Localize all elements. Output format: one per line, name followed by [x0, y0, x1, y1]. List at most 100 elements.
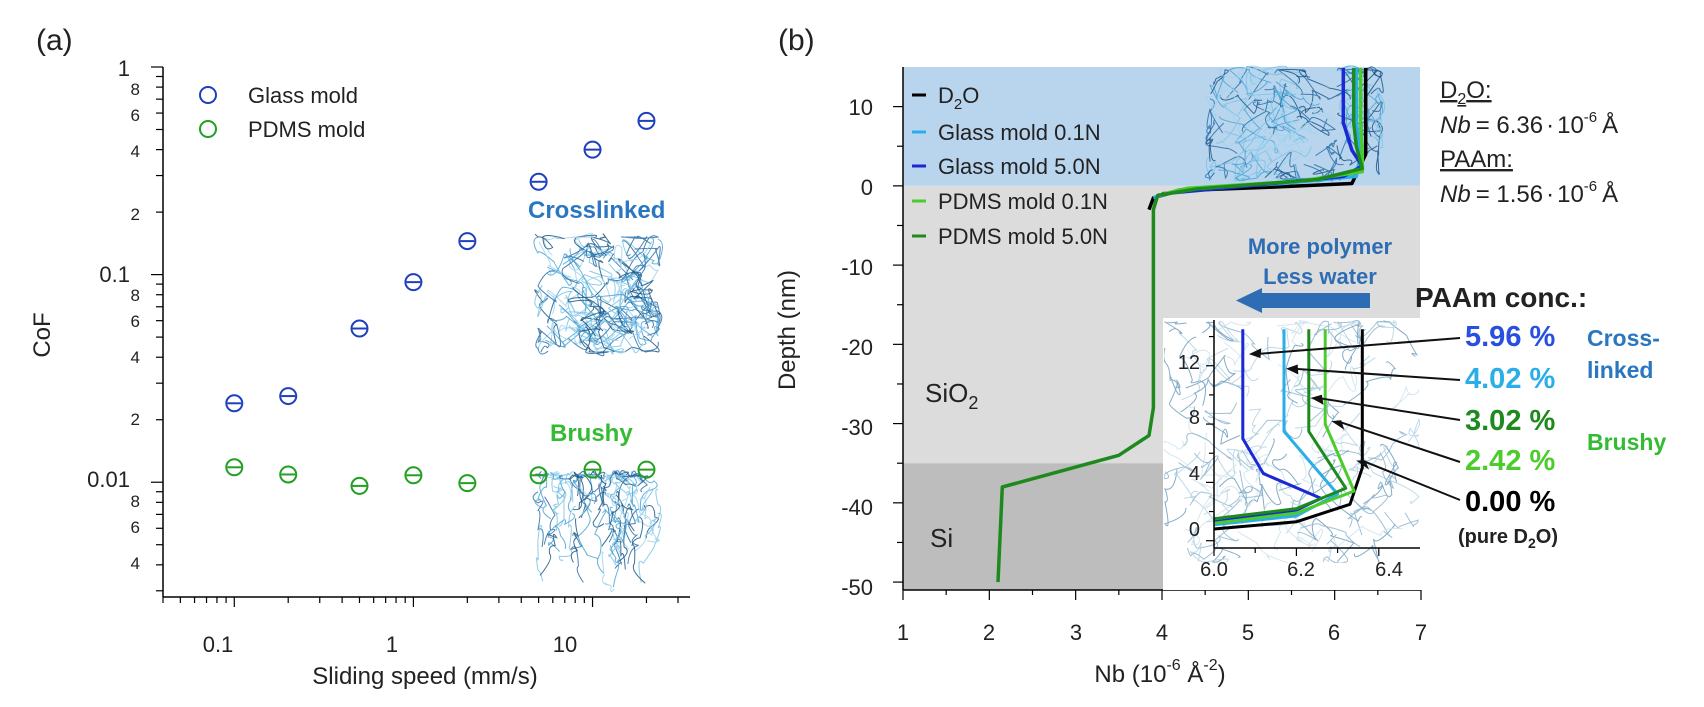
polymer-chain: [578, 332, 627, 350]
polymer-chain: [634, 295, 653, 346]
b-y-tick-label: -10: [841, 255, 873, 280]
polymer-chain: [1219, 94, 1263, 114]
polymer-chain: [1222, 103, 1267, 151]
sio2-region-label: SiO2: [925, 378, 978, 413]
b-y-tick-labels: 10 0 -10 -20 -30 -40 -50: [841, 95, 873, 600]
polymer-chain: [1202, 416, 1240, 445]
polymer-chain: [580, 306, 635, 332]
polymer-chain: [1335, 486, 1393, 538]
polymer-chain: [613, 498, 631, 550]
polymer-chain: [614, 500, 635, 532]
pointer-arrow-head: [1331, 420, 1345, 430]
polymer-chain: [615, 494, 628, 563]
polymer-chain: [608, 524, 621, 556]
a-y-tick-label: 1: [118, 56, 130, 81]
polymer-chain: [1293, 369, 1321, 400]
water-region: [903, 67, 1420, 186]
panel-a-ticks: [151, 66, 679, 607]
data-point-pdms: [279, 465, 298, 484]
inset-line-pdms01: [1213, 329, 1356, 525]
polymer-chain: [574, 234, 604, 282]
polymer-chain: [594, 509, 607, 574]
polymer-chain: [600, 485, 615, 543]
polymer-chain: [534, 233, 565, 250]
polymer-chain: [634, 519, 653, 552]
data-point-glass: [583, 140, 602, 159]
inset-x-tick-label: 6.2: [1287, 559, 1315, 581]
panel-b-label: (b): [778, 24, 815, 57]
polymer-chain: [1193, 452, 1219, 480]
polymer-chain: [1236, 151, 1263, 179]
polymer-chain: [1177, 332, 1201, 401]
legend-label-pdms01: PDMS mold 0.1N: [938, 189, 1108, 214]
polymer-chain: [550, 304, 591, 336]
polymer-chain: [546, 289, 587, 315]
polymer-chain: [570, 518, 579, 563]
pointer-arrow-head: [1356, 460, 1370, 470]
data-point-pdms: [225, 458, 244, 477]
a-y-tick-label: 0.1: [99, 262, 130, 287]
polymer-chain: [638, 512, 662, 583]
polymer-chain: [1226, 424, 1281, 471]
polymer-chain: [599, 305, 651, 323]
polymer-chain: [1330, 412, 1361, 447]
polymer-chain: [573, 470, 586, 511]
polymer-chain: [1164, 347, 1181, 396]
more-polymer-arrow: More polymer Less water: [1236, 234, 1393, 313]
polymer-chain: [597, 299, 659, 352]
polymer-chain: [638, 288, 659, 324]
polymer-chain: [1407, 418, 1420, 449]
polymer-chain: [1218, 321, 1271, 361]
b-y-tick-label: -30: [841, 415, 873, 440]
polymer-chain: [585, 275, 636, 303]
polymer-chain: [618, 470, 637, 500]
polymer-chain: [615, 471, 637, 487]
polymer-chain: [1237, 165, 1262, 181]
polymer-chain: [1285, 342, 1304, 404]
conc-label-5.96: 5.96 %: [1465, 321, 1555, 353]
polymer-chain: [628, 319, 649, 340]
polymer-chain: [578, 239, 613, 278]
a-y-minor-label: 4: [131, 554, 140, 573]
polymer-chain: [1336, 145, 1378, 166]
polymer-chain: [537, 270, 558, 324]
polymer-chain: [578, 474, 593, 510]
brushy-annotation: Brushy: [550, 420, 633, 447]
d2o-info-label: D2O:: [1440, 77, 1492, 108]
polymer-chain: [624, 235, 660, 277]
polymer-chain: [1343, 361, 1397, 406]
polymer-chain: [572, 287, 608, 337]
polymer-chain: [537, 323, 580, 351]
polymer-chain: [619, 290, 659, 337]
a-legend: Glass mold PDMS mold: [199, 83, 365, 142]
crosslinked-network-image: [533, 232, 663, 357]
polymer-chain: [1179, 336, 1206, 406]
polymer-chain: [1303, 360, 1333, 394]
polymer-chain: [1239, 470, 1264, 498]
polymer-chain: [616, 258, 642, 279]
b-x-tick-labels: 1 2 3 4 5 6 7: [897, 620, 1427, 645]
polymer-chain: [639, 486, 655, 531]
polymer-chain: [614, 474, 634, 508]
conc-label-3.02: 3.02 %: [1465, 405, 1555, 437]
pointer-arrow-line: [1254, 337, 1461, 356]
polymer-chain: [624, 503, 636, 544]
polymer-chain: [608, 279, 659, 320]
pointer-arrow-head: [1286, 364, 1299, 375]
polymer-chain: [564, 471, 586, 503]
data-point-pdms: [350, 476, 369, 495]
data-point-glass: [225, 394, 244, 413]
a-x-tick-label: 10: [553, 632, 577, 657]
polymer-chain: [1279, 69, 1305, 110]
polymer-chain: [631, 516, 646, 584]
profile-line-pdms01: [1157, 68, 1365, 198]
a-y-minor-label: 2: [131, 410, 140, 429]
polymer-chain: [1271, 85, 1298, 124]
polymer-chain: [626, 283, 652, 308]
legend-marker-pdms: [199, 120, 217, 138]
polymer-chain: [1295, 399, 1344, 429]
polymer-chain: [537, 327, 550, 353]
polymer-chain: [1276, 320, 1310, 334]
polymer-chain: [550, 472, 566, 499]
a-x-tick-label: 1: [386, 632, 398, 657]
